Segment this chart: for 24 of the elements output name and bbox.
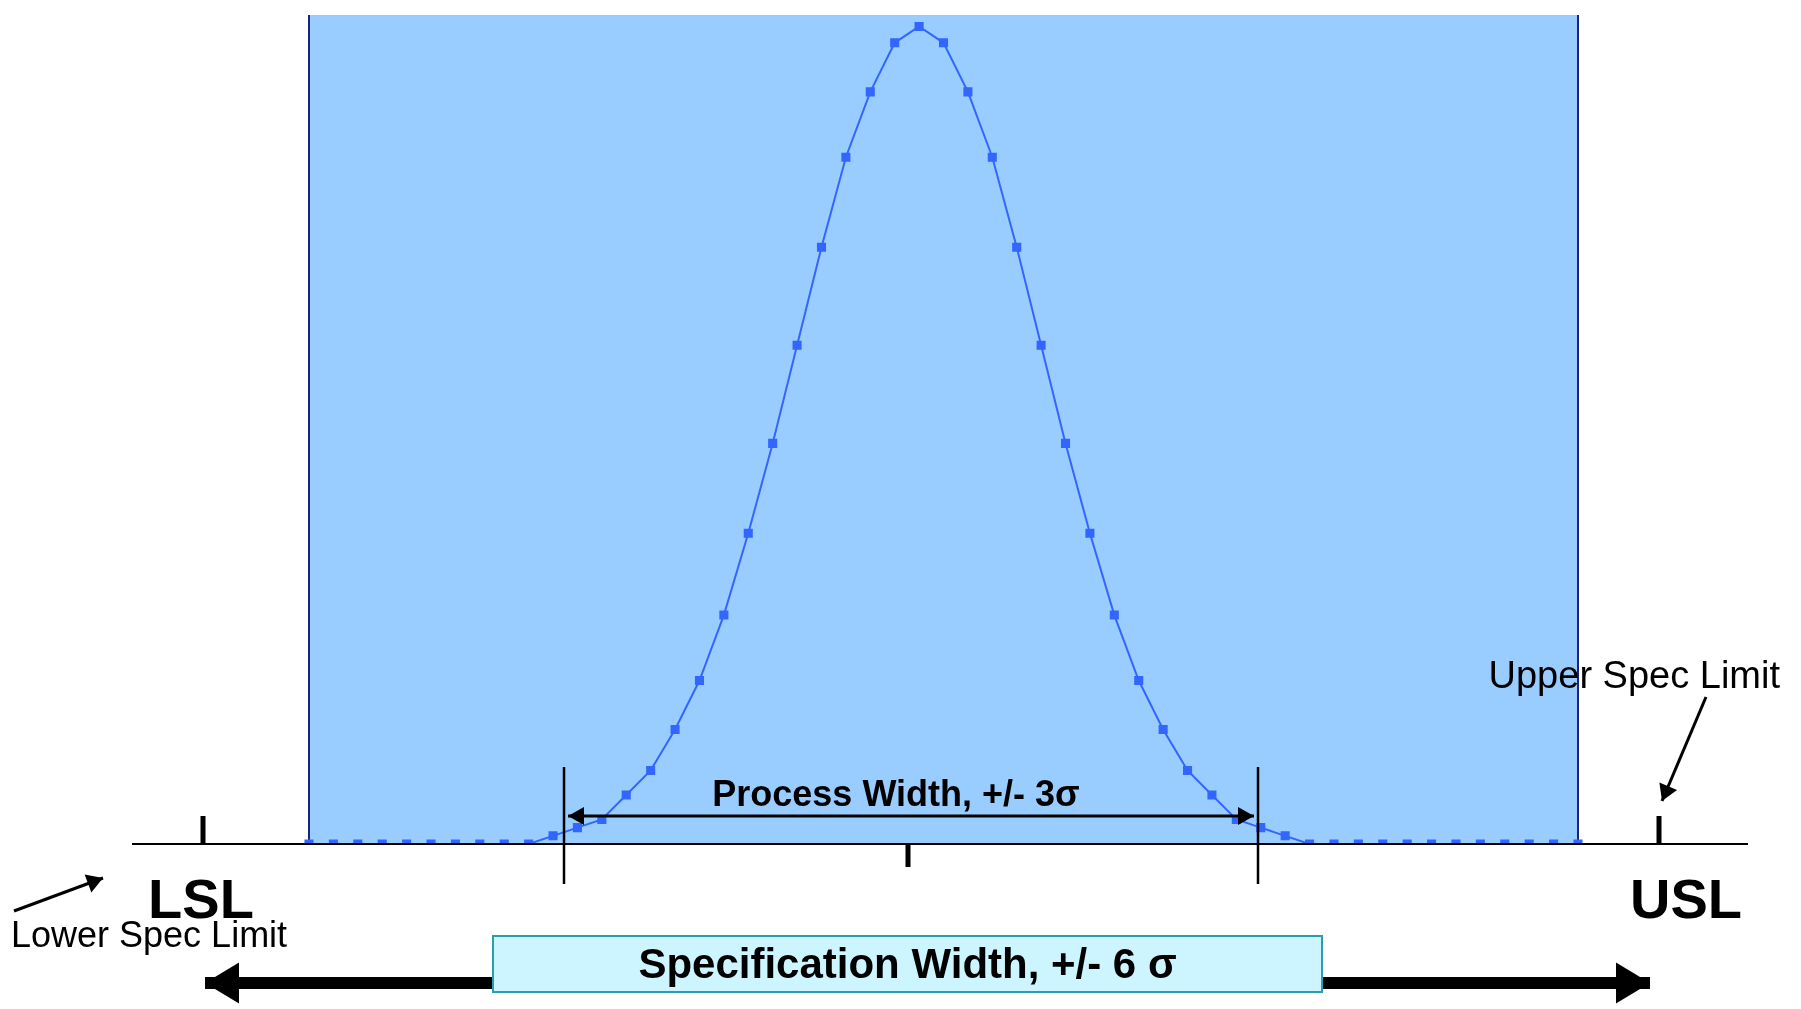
point: [1012, 242, 1022, 252]
point: [938, 38, 949, 48]
point: [743, 528, 753, 538]
point: [816, 242, 827, 252]
annotation: Process Width, +/- 3σ: [712, 773, 1080, 815]
text: USL: [1630, 866, 1742, 931]
point: [841, 152, 851, 162]
point: [694, 675, 704, 686]
point: [646, 765, 656, 775]
point: [768, 438, 778, 448]
point: [1109, 610, 1119, 620]
point: [890, 38, 900, 48]
point: [1134, 675, 1144, 686]
point: [792, 340, 802, 350]
point: [963, 87, 973, 97]
point: [987, 152, 997, 162]
point: [1183, 765, 1193, 775]
point: [865, 87, 875, 97]
text: Specification Width, +/- 6 σ: [492, 935, 1323, 993]
point: [1060, 438, 1071, 448]
point: [719, 610, 729, 620]
point: [914, 21, 924, 31]
point: [1085, 528, 1095, 538]
point: [1036, 340, 1046, 350]
